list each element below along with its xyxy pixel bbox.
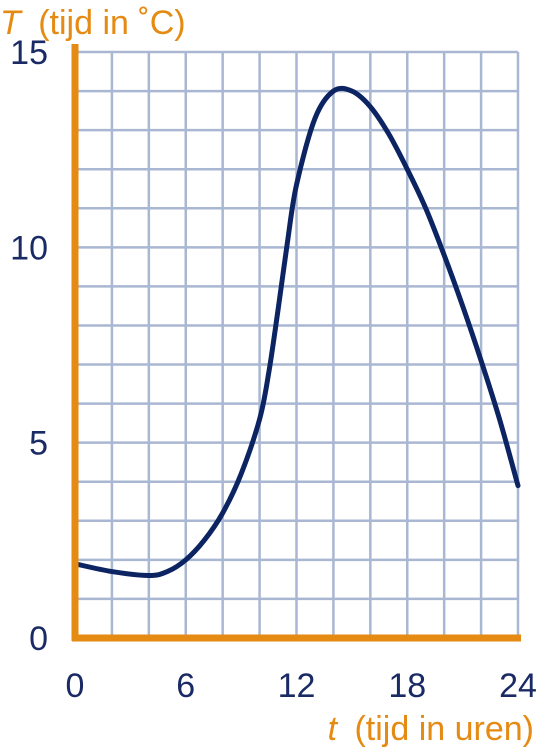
temperature-line bbox=[72, 85, 521, 578]
x-tick-label: 24 bbox=[499, 667, 537, 705]
y-axis-title: T (tijd in ˚C) bbox=[0, 4, 186, 42]
x-tick-label: 18 bbox=[388, 667, 426, 705]
y-axis-symbol: T bbox=[0, 4, 23, 42]
y-tick-label: 10 bbox=[10, 229, 48, 267]
x-tick-label: 0 bbox=[66, 667, 85, 705]
x-axis-title: t (tijd in uren) bbox=[328, 710, 534, 748]
grid bbox=[73, 50, 520, 640]
y-tick-label: 5 bbox=[29, 425, 48, 463]
x-tick-label: 12 bbox=[278, 667, 316, 705]
x-axis-symbol: t bbox=[328, 710, 339, 748]
y-axis-label: (tijd in ˚C) bbox=[38, 4, 185, 42]
x-axis-label: (tijd in uren) bbox=[354, 710, 534, 748]
x-tick-label: 6 bbox=[176, 667, 195, 705]
tick-labels: 0 6 12 18 24 0 5 10 15 bbox=[10, 34, 537, 705]
y-tick-label: 15 bbox=[10, 34, 48, 72]
y-tick-label: 0 bbox=[29, 620, 48, 658]
